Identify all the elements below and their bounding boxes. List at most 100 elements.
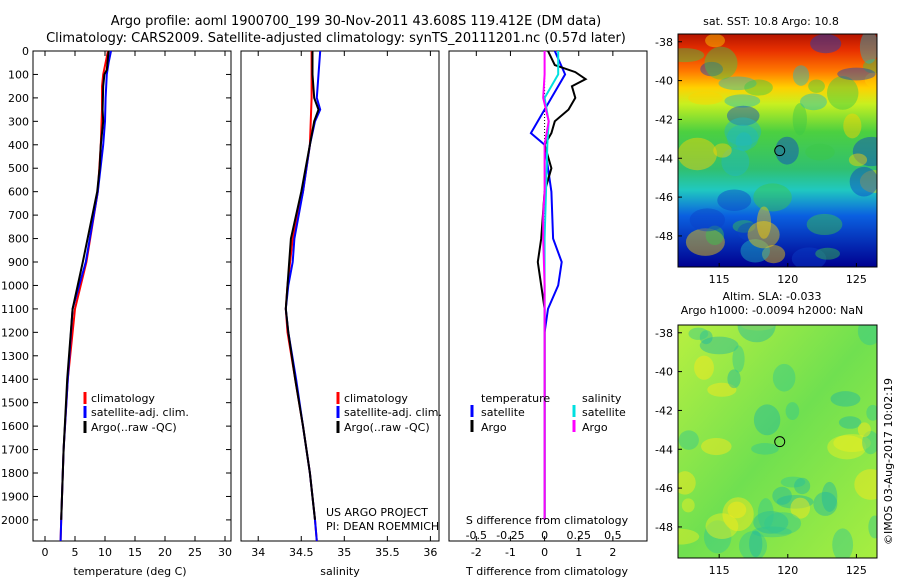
y-tick-label: 1000 (1, 279, 29, 292)
x-tick-label: 25 (188, 546, 202, 559)
sst-map-gradient (678, 34, 877, 267)
map-texture-blob (849, 166, 877, 197)
y-tick-label: 700 (8, 209, 29, 222)
map-texture-blob (862, 430, 877, 455)
temperature-series (59, 50, 112, 542)
x-tick-label: 5 (72, 546, 79, 559)
map-y-tick-label: -40 (655, 75, 673, 88)
difference-series-salinity-argo (542, 51, 550, 520)
map-y-tick-label: -48 (655, 521, 673, 534)
y-tick-label: 1900 (1, 490, 29, 503)
salinity-x-label: salinity (320, 565, 360, 578)
y-tick-label: 1700 (1, 444, 29, 457)
map-texture-blob (678, 471, 696, 495)
sst-map-title: sat. SST: 10.8 Argo: 10.8 (703, 15, 839, 28)
map-texture-blob (718, 76, 757, 91)
map-texture-blob (830, 391, 861, 407)
sst-argo-position-marker (774, 145, 786, 157)
x2-tick-label: -0.25 (496, 529, 524, 542)
sst-map-field (678, 34, 877, 267)
map-texture-blob (833, 434, 871, 453)
y-tick-label: 2000 (1, 514, 29, 527)
map-texture-blob (685, 228, 725, 256)
map-texture-blob (859, 34, 877, 64)
x-tick-label: 35 (337, 546, 351, 559)
map-x-tick-label: 125 (846, 273, 867, 286)
salinity-panel-frame (240, 50, 440, 542)
map-y-tick-label: -46 (655, 191, 673, 204)
y-tick-label: 800 (8, 233, 29, 246)
sla-map-texture (678, 325, 877, 558)
y-tick-label: 1500 (1, 397, 29, 410)
y-tick-label: 200 (8, 92, 29, 105)
map-texture-blob (753, 404, 781, 436)
x-tick-label: 36 (423, 546, 437, 559)
map-y-tick-label: -42 (655, 404, 673, 417)
legend-label-sal-satellite: satellite (582, 406, 626, 419)
map-texture-blob (732, 345, 745, 373)
legend-label-temp-argo: Argo (481, 421, 507, 434)
map-texture-blob (864, 72, 877, 88)
map-texture-blob (785, 402, 800, 420)
x2-tick-label: 0 (541, 529, 548, 542)
map-texture-blob (837, 67, 876, 81)
map-texture-blob (827, 435, 867, 460)
map-texture-blob (772, 486, 792, 505)
map-texture-blob (713, 143, 732, 158)
y-tick-label: 1600 (1, 420, 29, 433)
temperature-x-label: temperature (deg C) (73, 565, 186, 578)
map-texture-blob (854, 469, 877, 500)
temperature-y-axis: 0 100 200 300 400 500 600 700 800 900 1000 1100 1200… (1, 45, 231, 527)
map-texture-blob (726, 124, 759, 151)
map-texture-blob (832, 528, 854, 558)
x-tick-label: 0 (541, 546, 548, 559)
map-texture-blob (721, 147, 750, 177)
map-texture-blob (866, 404, 877, 421)
map-y-tick-label: -44 (655, 443, 673, 456)
figure-subtitle: Climatology: CARS2009. Satellite-adjuste… (46, 31, 626, 46)
difference-x-label-salinity: S difference from climatology (466, 514, 629, 527)
map-texture-blob (724, 94, 761, 108)
temperature-series-argo-raw-qc (60, 50, 110, 520)
map-texture-blob (726, 105, 760, 126)
map-texture-blob (794, 477, 811, 495)
legend-title-temperature: temperature (481, 392, 550, 405)
legend-label-climatology: climatology (91, 392, 155, 405)
x-tick-label: 20 (158, 546, 172, 559)
map-texture-blob (735, 132, 752, 152)
map-texture-blob (810, 34, 842, 54)
map-texture-blob (727, 501, 747, 519)
map-texture-blob (859, 170, 877, 193)
map-texture-blob (699, 336, 739, 355)
map-texture-blob (704, 46, 738, 80)
project-annotation: US ARGO PROJECT (326, 506, 428, 519)
map-texture-blob (705, 34, 725, 48)
difference-x-label: T difference from climatology (465, 565, 628, 578)
map-y-tick-label: -48 (655, 230, 673, 243)
salinity-x-axis: 34 34.5 35 35.5 36 (251, 51, 437, 559)
sst-map-frame (677, 33, 878, 268)
map-texture-blob (678, 48, 705, 63)
map-texture-blob (799, 93, 827, 111)
map-texture-blob (688, 327, 709, 340)
sla-map-axes: 115 120 125 -38 -40 -42 -44 -46 -48 (655, 327, 867, 577)
legend-label-climatology: climatology (344, 392, 408, 405)
y-tick-label: 1800 (1, 467, 29, 480)
map-texture-blob (843, 113, 862, 139)
y-tick-label: 400 (8, 139, 29, 152)
map-texture-blob (780, 476, 806, 488)
salinity-series-argo-raw-qc (284, 51, 320, 521)
map-x-tick-label: 125 (846, 564, 867, 577)
legend-label-satellite: satellite-adj. clim. (91, 406, 189, 419)
y-tick-label: 1100 (1, 303, 29, 316)
map-texture-blob (688, 91, 723, 105)
map-texture-blob (761, 245, 786, 264)
map-texture-blob (749, 530, 763, 558)
temperature-legend: climatology satellite-adj. clim. Argo(..… (83, 392, 189, 434)
map-texture-blob (727, 369, 741, 389)
x-tick-label: 2 (609, 546, 616, 559)
map-texture-blob (838, 416, 862, 429)
map-texture-blob (724, 117, 762, 146)
map-x-tick-label: 115 (709, 564, 730, 577)
